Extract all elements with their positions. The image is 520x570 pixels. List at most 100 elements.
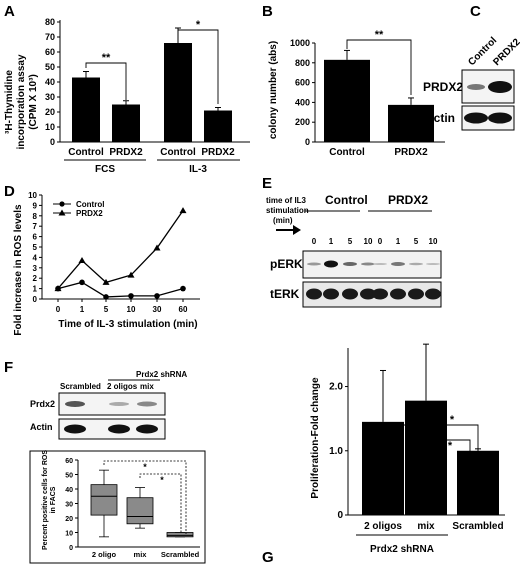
panel-f-box-ytick-label-0: 0 [69,545,73,552]
panel-b-ytick-label-3: 600 [295,78,310,88]
panel-d-legend-prdx2: PRDX2 [76,209,103,218]
panel-f-band-scrambled-prdx2 [65,401,85,407]
panel-a-cat-3: Control [160,147,196,158]
panel-f-row-actin: Actin [30,422,53,432]
panel-d-ytick-label-10: 10 [28,191,37,200]
panel-f-box-cat-2: mix [134,550,148,559]
panel-c-row-prdx2: PRDX2 [423,80,463,94]
panel-e-bands [306,260,441,300]
panel-c-band-control-prdx2 [467,84,485,90]
panel-e-header-line2: stimulation [266,206,309,215]
panel-a-group-il3: IL-3 [189,164,207,175]
panel-d-xtick-label-3: 10 [127,305,136,314]
panel-b-cat-1: Control [329,147,365,158]
panel-e-time-6: 5 [414,237,419,246]
panel-e-time-labels: 0 1 5 10 0 1 5 10 [312,237,438,246]
panel-f-box-2 [126,497,154,525]
panel-a-ytick-label-7: 70 [45,32,55,42]
panel-d-line-control [57,281,184,298]
panel-b-bar-2 [388,104,434,142]
panel-b-ytick-label-1: 200 [295,117,310,127]
panel-a-group-fcs: FCS [95,164,115,175]
panel-d-point-control-3 [128,293,134,299]
panel-d-legend-marker-control [59,201,65,207]
panel-e-header-line3: (min) [273,216,293,225]
panel-f-box-yticks: 0 10 20 30 40 50 60 [65,458,78,552]
panel-e-band-terk-7 [425,288,441,300]
panel-f-band-mix-prdx2 [137,401,157,407]
panel-g-sig-bracket-2 [425,439,471,472]
panel-d-point-prdx2-3 [127,271,135,278]
panel-d: D Fold increase in ROS levels 0123456789… [4,183,200,336]
panel-a-sig-bracket-2 [177,29,219,104]
panel-a-bar-2 [112,104,140,142]
panel-e-row-perk: pERK [270,257,303,271]
panel-e-row-terk: tERK [270,287,300,301]
panel-d-xtick-label-1: 1 [80,305,85,314]
panel-d-point-prdx2-2 [102,278,110,285]
panel-d-ytick-label-5: 5 [33,243,38,252]
panel-a-cat-1: Control [68,147,104,158]
panel-g: G Proliferation-Fold change 0 1.0 2.0 2 ol… [262,343,505,566]
panel-a-ytick-label-6: 60 [45,47,55,57]
panel-d-point-prdx2-4 [153,244,161,251]
panel-g-ytick-label-2: 2.0 [329,382,343,393]
panel-f-row-prdx2: Prdx2 [30,399,55,409]
panel-e-band-perk-0 [307,262,321,266]
panel-a-ytick-label-0: 0 [50,137,55,147]
panel-f-box-1 [90,484,118,516]
panel-d-point-prdx2-5 [179,207,187,214]
panel-f-box-3 [166,532,194,538]
panel-f-blot-header: Prdx2 shRNA [136,370,187,379]
panel-f-band-2oligos-prdx2 [109,402,129,406]
panel-e-band-perk-6 [409,262,423,266]
panel-e-band-perk-5 [391,262,405,266]
panel-f-box-ylabel-line1: Percent positive cells for ROS [42,450,49,550]
panel-e-group-control: Control [325,193,368,207]
panel-f-lane-2oligos: 2 oligos [107,382,138,391]
panel-f-box-ylabel-line2: in FACS [50,486,57,513]
panel-b-ylabel: colony number (abs) [268,41,279,139]
panel-d-xlabel: Time of IL-3 stimulation (min) [58,319,197,330]
panel-f-lane-mix: mix [140,382,154,391]
panel-e-band-terk-1 [323,288,339,300]
panel-e-band-terk-6 [408,288,424,300]
panel-e-band-terk-2 [342,288,358,300]
panel-d-ylabel: Fold increase in ROS levels [13,204,24,336]
panel-a-yticks: 0 10 20 30 40 50 60 70 80 [45,17,60,147]
panel-d-point-prdx2-0 [54,285,62,292]
panel-f-sig-2: * [160,475,164,485]
panel-b-yticks: 0 200 400 600 800 1000 [290,38,315,147]
panel-g-group-label: Prdx2 shRNA [370,544,434,555]
panel-f-band-mix-actin [136,424,158,434]
panel-b-label: B [262,3,273,20]
panel-d-xtick-label-5: 60 [179,305,188,314]
panel-e-band-terk-0 [306,288,322,300]
panel-d-point-control-2 [103,294,109,300]
panel-d-series [54,207,187,300]
panel-f-box-ytick-label-1: 10 [65,531,73,538]
panel-f-box-cat-1: 2 oligo [92,550,117,559]
panel-a-cat-4: PRDX2 [201,147,235,158]
panel-f-band-2oligos-actin [108,424,130,434]
panel-e-band-perk-4 [373,263,387,265]
panel-g-cat-1: 2 oligos [364,521,402,532]
panel-b-cat-2: PRDX2 [394,147,428,158]
panel-d-point-control-5 [180,285,186,292]
panel-e-band-terk-4 [372,288,388,300]
panel-f-box-cat-3: Scrambled [161,550,200,559]
panel-a-bar-4 [204,110,232,142]
panel-d-ytick-label-2: 2 [33,274,38,283]
panel-a-ytick-label-2: 20 [45,107,55,117]
panel-d-xticks: 0 1 5 10 30 60 [56,299,188,314]
panel-e-group-prdx2: PRDX2 [388,193,428,207]
panel-e-time-5: 1 [396,237,401,246]
panel-a-ylabel-line1: ³H-Thymidine [4,70,15,134]
panel-c-label: C [470,3,481,20]
panel-b-ytick-label-2: 400 [295,97,310,107]
panel-a-ytick-label-4: 40 [45,77,55,87]
panel-g-ytick-label-1: 1.0 [329,446,343,457]
panel-g-bar-2 [405,400,447,515]
panel-b-sig-bracket [346,39,412,95]
